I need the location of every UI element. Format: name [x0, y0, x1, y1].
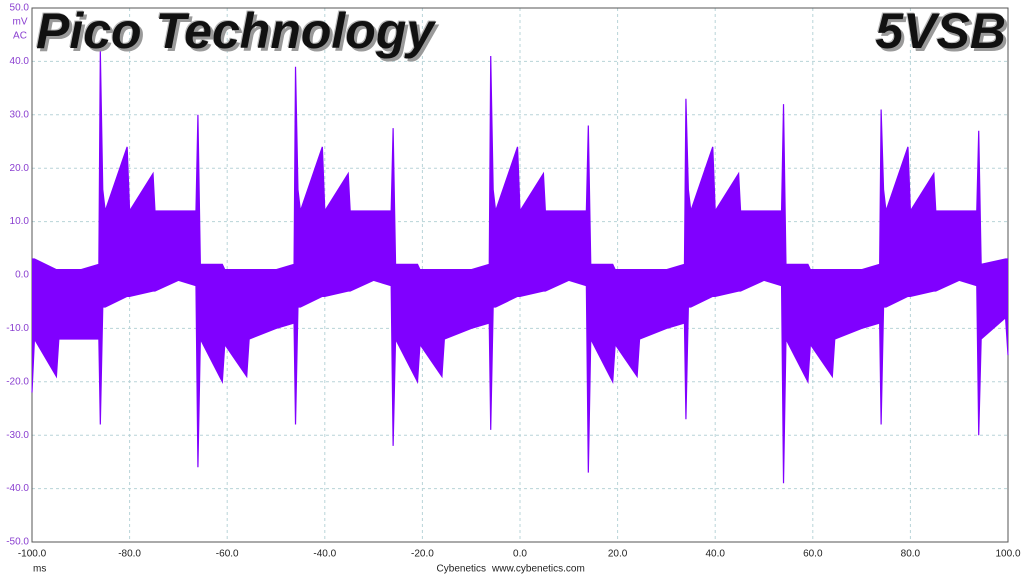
- footer-url: www.cybenetics.com: [491, 564, 585, 575]
- x-tick-label: 20.0: [608, 549, 628, 560]
- x-tick-label: -100.0: [18, 549, 47, 560]
- y-tick-label: 20.0: [10, 163, 30, 174]
- x-tick-label: 0.0: [513, 549, 527, 560]
- y-tick-label: -10.0: [6, 323, 29, 334]
- y-tick-label: 50.0: [10, 3, 30, 14]
- y-axis-label: mV: [13, 17, 28, 28]
- chart-title: Pico Technology: [36, 3, 435, 59]
- y-tick-label: -20.0: [6, 376, 29, 387]
- y-tick-label: 10.0: [10, 216, 30, 227]
- trace-upper: [32, 50, 1008, 271]
- trace-lower: [31, 279, 1009, 484]
- y-tick-label: 40.0: [10, 56, 30, 67]
- x-tick-label: -20.0: [411, 549, 434, 560]
- x-tick-label: -60.0: [216, 549, 239, 560]
- x-tick-label: 60.0: [803, 549, 823, 560]
- x-tick-label: 100.0: [995, 549, 1020, 560]
- x-tick-label: -40.0: [313, 549, 336, 560]
- y-tick-label: -30.0: [6, 430, 29, 441]
- x-axis-label: ms: [33, 564, 46, 575]
- y-tick-label: -50.0: [6, 537, 29, 548]
- trace-fill: [32, 50, 1008, 484]
- coupling-label: AC: [13, 31, 27, 42]
- y-tick-label: 0.0: [15, 270, 29, 281]
- x-tick-label: 80.0: [901, 549, 921, 560]
- chart-subtitle: 5VSB: [875, 3, 1006, 59]
- x-tick-label: 40.0: [705, 549, 725, 560]
- footer-brand: Cybenetics: [437, 564, 486, 575]
- y-tick-label: -40.0: [6, 483, 29, 494]
- x-tick-label: -80.0: [118, 549, 141, 560]
- y-tick-label: 30.0: [10, 109, 30, 120]
